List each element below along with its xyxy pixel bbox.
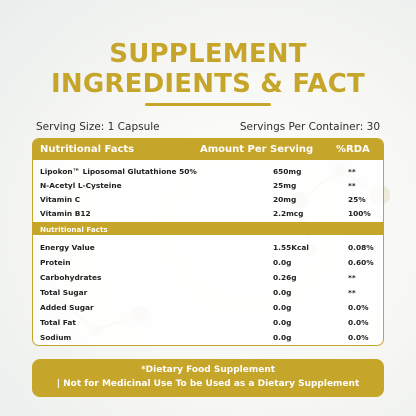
title-underline xyxy=(145,103,271,106)
ingredient-amount: 20mg xyxy=(273,195,297,204)
nutrient-rda: 0.0% xyxy=(348,303,369,312)
header-amount-per-serving: Amount Per Serving xyxy=(200,144,314,155)
banner-line1: *Dietary Food Supplement xyxy=(140,365,276,375)
ingredient-name: Vitamin C xyxy=(40,195,81,204)
ingredient-name: N-Acetyl L-Cysteine xyxy=(40,181,122,190)
ingredient-name: Vitamin B12 xyxy=(40,209,91,218)
header-nutritional-facts: Nutritional Facts xyxy=(40,144,135,155)
nutrient-amount: 0.0g xyxy=(273,288,292,297)
nutrient-rda: 0.60% xyxy=(348,258,374,267)
subheader-label: Nutritional Facts xyxy=(40,224,108,234)
nutrient-name: Carbohydrates xyxy=(40,273,102,282)
ingredient-rda: ** xyxy=(348,167,356,176)
servings-per-container: Servings Per Container: 30 xyxy=(239,121,380,133)
nutrient-amount: 0.0g xyxy=(273,333,292,342)
nutrient-name: Total Fat xyxy=(40,318,76,327)
banner-line2: | Not for Medicinal Use To be Used as a … xyxy=(56,379,360,389)
nutrient-amount: 0.0g xyxy=(273,318,292,327)
table-header: Nutritional Facts Amount Per Serving %RD… xyxy=(33,139,383,160)
nutrient-name: Protein xyxy=(40,258,71,267)
nutrient-name: Energy Value xyxy=(40,243,95,252)
nutrient-rda: 0.08% xyxy=(348,243,374,252)
page-title-line2: INGREDIENTS & FACT xyxy=(51,69,365,99)
serving-size: Serving Size: 1 Capsule xyxy=(36,121,160,133)
nutrient-rda: ** xyxy=(348,288,356,297)
nutrient-name: Added Sugar xyxy=(40,303,94,312)
dietary-supplement-banner: *Dietary Food Supplement | Not for Medic… xyxy=(32,359,384,397)
ingredient-amount: 650mg xyxy=(273,167,302,176)
nutrient-name: Total Sugar xyxy=(40,288,88,297)
ingredient-amount: 2.2mcg xyxy=(273,209,304,218)
nutrient-amount: 0.26g xyxy=(273,273,297,282)
nutrient-rda: 0.0% xyxy=(348,333,369,342)
nutrient-name: Sodium xyxy=(40,333,72,342)
nutrient-amount: 1.55Kcal xyxy=(273,243,309,252)
ingredient-rda: ** xyxy=(348,181,356,190)
ingredient-amount: 25mg xyxy=(273,181,297,190)
nutritional-facts-subheader: Nutritional Facts xyxy=(33,222,383,235)
ingredient-rda: 25% xyxy=(348,195,366,204)
header-rda: %RDA xyxy=(336,144,370,155)
supplement-facts-table: Nutritional Facts Amount Per Serving %RD… xyxy=(32,138,384,346)
nutrient-amount: 0.0g xyxy=(273,258,292,267)
ingredient-name: Lipokon™ Liposomal Glutathione 50% xyxy=(40,167,197,176)
page-title-line1: SUPPLEMENT xyxy=(109,39,307,69)
ingredient-rda: 100% xyxy=(348,209,371,218)
nutrient-rda: 0.0% xyxy=(348,318,369,327)
nutrient-amount: 0.0g xyxy=(273,303,292,312)
nutrient-rda: ** xyxy=(348,273,356,282)
